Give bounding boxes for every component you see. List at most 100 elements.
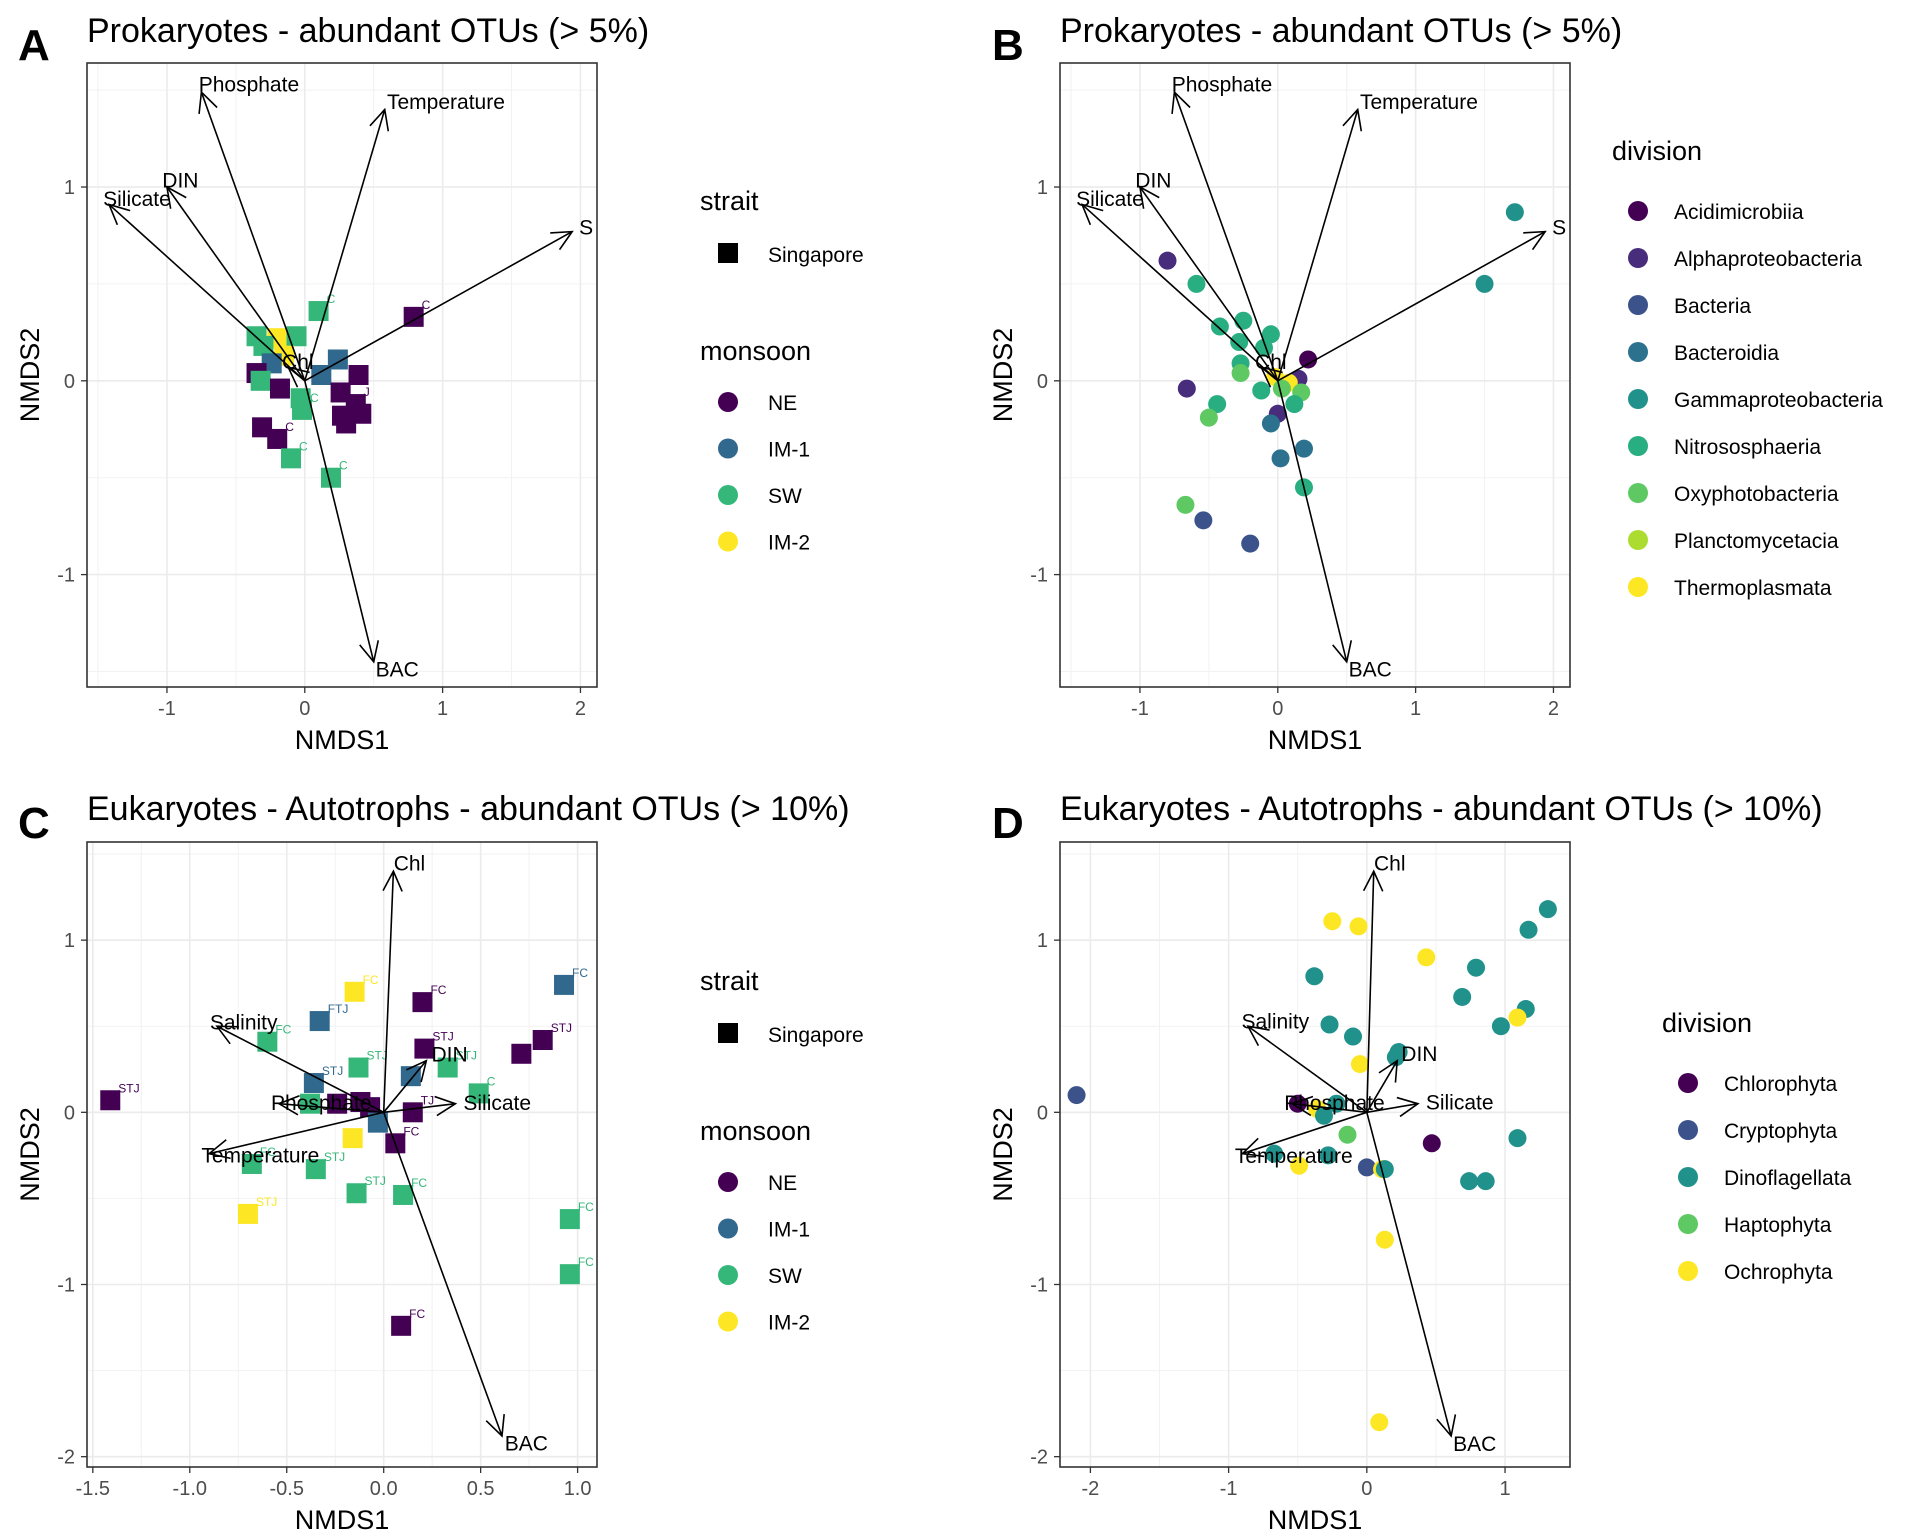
point-label: C xyxy=(299,439,308,453)
data-point-circle xyxy=(1271,449,1290,468)
data-point-square xyxy=(414,1038,435,1059)
point-label: STJ xyxy=(324,1150,345,1164)
legend-item-division: Ochrophyta xyxy=(1724,1261,1833,1284)
point-label: FTJ xyxy=(328,1002,349,1016)
legend-key-circle xyxy=(1678,1167,1698,1187)
data-point-square xyxy=(403,306,424,327)
vector-label: DIN xyxy=(162,170,198,193)
data-point-circle xyxy=(1314,1106,1333,1125)
vector-label: Phosphate xyxy=(1172,74,1272,97)
data-point-circle xyxy=(1320,1015,1339,1034)
point-label: FC xyxy=(411,1176,427,1190)
vector-label: DIN xyxy=(431,1043,467,1066)
vector-arrowhead xyxy=(1080,203,1104,226)
legend-key-circle xyxy=(1678,1120,1698,1140)
data-point-square xyxy=(402,1102,423,1123)
data-point-circle xyxy=(1491,1017,1510,1036)
vector-arrowhead xyxy=(485,1414,505,1438)
data-point-square xyxy=(252,417,273,438)
vector-arrowhead xyxy=(1290,1095,1314,1117)
vector-arrow xyxy=(1242,1111,1368,1155)
legend-item-division: Dinoflagellata xyxy=(1724,1167,1852,1190)
y-axis-label: NMDS2 xyxy=(15,328,45,423)
x-tick-label: -1 xyxy=(1220,1478,1238,1500)
vector-arrow xyxy=(383,1102,456,1114)
vector-label: Phosphate xyxy=(271,1092,371,1115)
vector-label: Temperature xyxy=(201,1144,319,1167)
x-tick-label: 0.0 xyxy=(370,1478,398,1500)
point-label: J xyxy=(364,385,370,399)
data-point-circle xyxy=(1158,251,1177,270)
x-tick-label: -1.5 xyxy=(76,1478,110,1500)
vector-arrowhead xyxy=(1436,1414,1457,1438)
legend-item-division: Planctomycetacia xyxy=(1674,530,1839,553)
vector-label: BAC xyxy=(505,1433,548,1456)
data-point-circle xyxy=(1350,1055,1369,1074)
vector-arrow xyxy=(278,1102,384,1114)
data-point-circle xyxy=(1252,381,1271,400)
vector-arrowhead xyxy=(1259,366,1283,388)
vector-arrowhead xyxy=(198,90,218,115)
data-point-circle xyxy=(1187,274,1206,293)
legend-item-division: Thermoplasmata xyxy=(1674,577,1832,600)
legend-title-division: division xyxy=(1612,136,1702,166)
legend: strait Singapore monsoon NE IM-1 SW IM-2 xyxy=(700,966,864,1335)
vector-label: Chl xyxy=(1255,351,1287,374)
data-point-circle xyxy=(1067,1086,1086,1105)
vector-arrow xyxy=(200,91,306,382)
vector-arrowhead xyxy=(382,869,403,892)
point-label: STJ xyxy=(366,1049,387,1063)
vector-arrow xyxy=(1277,230,1546,382)
vector-arrowhead xyxy=(207,1139,231,1160)
x-axis-label: NMDS1 xyxy=(295,1505,390,1535)
point-label: STJ xyxy=(322,1064,343,1078)
legend-item-monsoon: IM-2 xyxy=(768,1312,810,1335)
plot-border xyxy=(1059,62,1571,688)
x-tick-label: 1.0 xyxy=(564,1478,592,1500)
y-tick-label: 0 xyxy=(64,1102,75,1124)
y-tick-label: 1 xyxy=(1037,930,1048,952)
legend-key-circle xyxy=(1678,1261,1698,1281)
vector-arrow xyxy=(1260,366,1279,382)
legend-item-monsoon: IM-1 xyxy=(768,439,810,462)
data-point-square xyxy=(250,370,271,391)
legend-item-monsoon: SW xyxy=(768,485,802,508)
chart-title: Eukaryotes - Autotrophs - abundant OTUs … xyxy=(87,790,850,828)
point-label: C xyxy=(327,292,336,306)
vector-arrowhead xyxy=(434,1095,458,1117)
data-point-circle xyxy=(1177,379,1196,398)
data-point-square xyxy=(292,399,313,420)
x-tick-label: 0 xyxy=(299,698,310,720)
x-tick-label: 1 xyxy=(1410,698,1421,720)
data-point-circle xyxy=(1357,1158,1376,1177)
data-point-square xyxy=(253,335,274,356)
env-vectors: Chl Salinity DIN Phosphate Silicate Temperatu… xyxy=(1235,852,1496,1455)
grid xyxy=(87,842,597,1467)
legend-key-circle xyxy=(1628,389,1648,409)
point-label: FC xyxy=(430,983,446,997)
vector-arrow xyxy=(1277,109,1359,382)
vector-arrowhead xyxy=(1378,1059,1399,1083)
y-tick-label: -1 xyxy=(1030,1274,1048,1296)
data-point-square xyxy=(330,382,351,403)
panel-letter: D xyxy=(992,799,1024,848)
point-label: FC xyxy=(275,1023,291,1037)
data-point-square xyxy=(269,378,290,399)
legend-item-division: Cryptophyta xyxy=(1724,1120,1838,1143)
points xyxy=(1067,900,1557,1432)
legend-key-circle xyxy=(1628,342,1648,362)
data-point-square xyxy=(320,467,341,488)
x-tick-label: 0 xyxy=(1361,1478,1372,1500)
x-tick-label: 1 xyxy=(437,698,448,720)
data-point-circle xyxy=(1338,1125,1357,1144)
data-point-square xyxy=(391,1315,412,1336)
data-point-circle xyxy=(1255,338,1273,357)
chart-title: Eukaryotes - Autotrophs - abundant OTUs … xyxy=(1060,790,1823,828)
vector-arrow xyxy=(382,1112,503,1437)
vector-arrowhead xyxy=(359,640,380,664)
data-point-square xyxy=(468,1083,489,1104)
data-point-square xyxy=(237,1203,258,1224)
y-tick-label: 1 xyxy=(1037,177,1048,199)
